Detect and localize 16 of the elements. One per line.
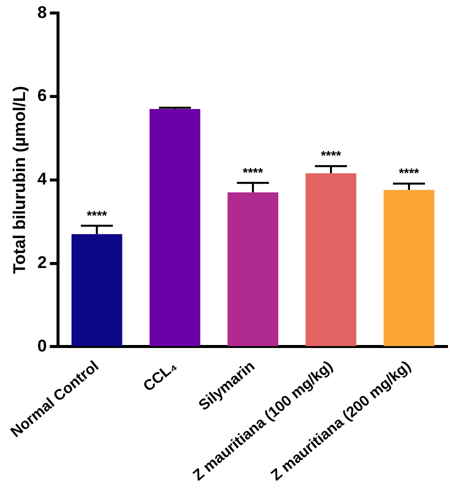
annotation: **** <box>242 164 264 180</box>
annotation: **** <box>398 166 420 181</box>
y-tick-label: 4 <box>37 170 48 189</box>
bar <box>150 109 200 346</box>
y-tick-label: 8 <box>37 2 47 22</box>
x-tick-label: CCL₄ <box>140 358 180 396</box>
y-tick-label: 6 <box>37 86 47 106</box>
y-tick-label: 2 <box>37 252 47 272</box>
bar <box>72 234 122 346</box>
bar <box>228 192 278 346</box>
y-axis-title: Total bilurubin (µmol/L) <box>10 86 29 274</box>
y-tick-label: 0 <box>37 336 47 356</box>
bar <box>306 173 356 346</box>
bar <box>384 190 434 346</box>
annotation: **** <box>86 208 108 223</box>
annotation: **** <box>320 148 342 164</box>
